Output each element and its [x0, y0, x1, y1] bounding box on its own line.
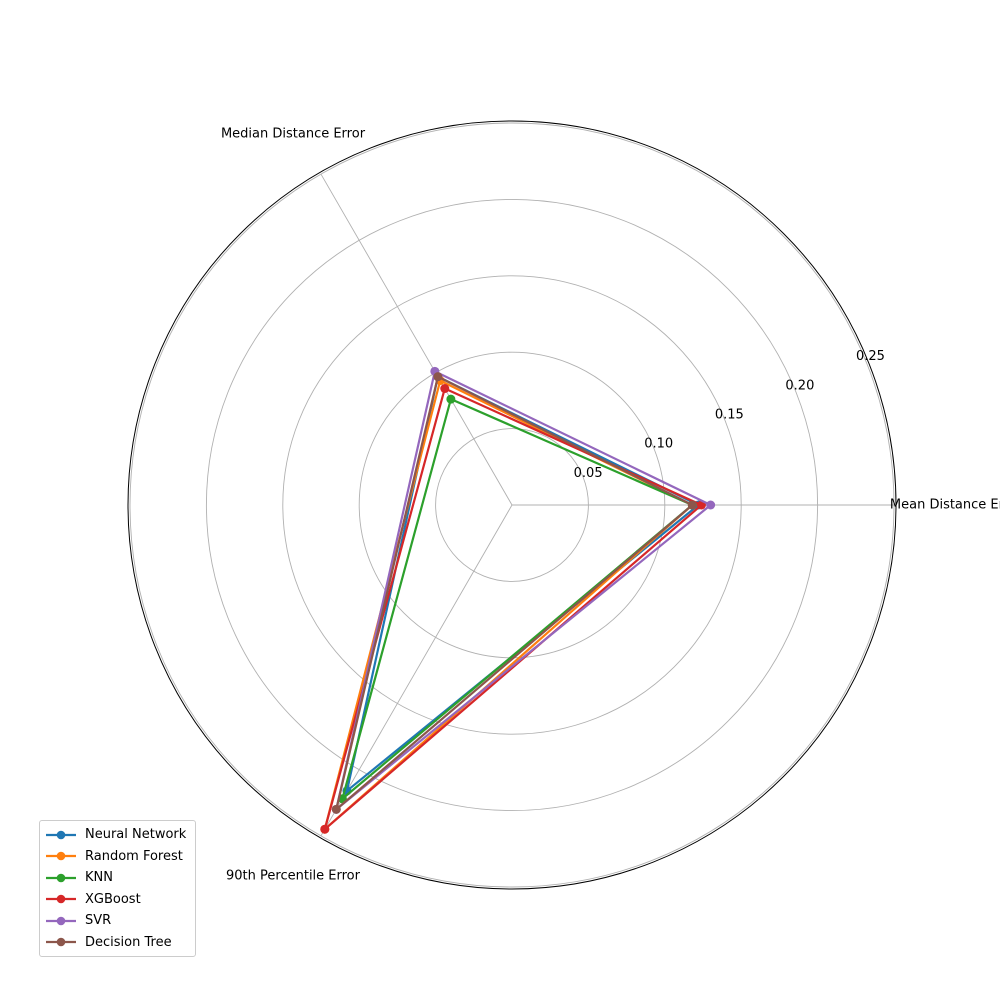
legend-swatch — [46, 894, 76, 904]
data-point — [706, 500, 716, 510]
data-point — [446, 394, 456, 404]
legend-label: Decision Tree — [85, 934, 172, 950]
series-line — [323, 387, 703, 831]
legend-label: KNN — [85, 870, 113, 886]
radial-tick-label: 0.20 — [785, 378, 814, 393]
legend: Neural Network Random Forest KNN XGBoost SVR… — [39, 820, 196, 957]
data-point — [687, 500, 697, 510]
legend-label: Neural Network — [85, 827, 187, 843]
legend-item: XGBoost — [40, 889, 195, 911]
series-random-forest — [320, 376, 697, 834]
legend-swatch — [46, 916, 76, 926]
axis-spoke — [320, 504, 513, 837]
legend-item: SVR — [40, 910, 195, 932]
series-line — [335, 370, 712, 811]
series-xgboost — [320, 384, 706, 834]
legend-item: Decision Tree — [40, 932, 195, 954]
legend-swatch — [46, 873, 76, 883]
legend-item: Neural Network — [40, 824, 195, 846]
axis-spoke — [320, 173, 513, 506]
axis-label: Mean Distance Error — [890, 498, 1000, 513]
data-point — [331, 804, 341, 814]
series-line — [323, 379, 694, 831]
data-point — [433, 372, 443, 382]
legend-item: Random Forest — [40, 846, 195, 868]
radial-tick-label: 0.10 — [644, 437, 673, 452]
radial-tick-label: 0.15 — [715, 407, 744, 422]
label-layer: 0.05 0.10 0.15 0.20 0.25 Mean Distance Error M… — [221, 126, 1000, 883]
series-neural-network — [342, 372, 703, 796]
axis-label: Median Distance Error — [221, 126, 366, 141]
series-layer — [320, 366, 716, 834]
series-line — [341, 398, 694, 800]
series-line — [335, 375, 694, 811]
legend-label: SVR — [85, 913, 112, 929]
radial-grid — [127, 120, 897, 890]
legend-label: XGBoost — [85, 891, 141, 907]
legend-swatch — [46, 830, 76, 840]
radial-tick-label: 0.25 — [856, 349, 885, 364]
series-decision-tree — [331, 372, 697, 814]
polar-frame — [127, 120, 897, 890]
legend-item: KNN — [40, 867, 195, 889]
data-point — [320, 824, 330, 834]
legend-swatch — [46, 851, 76, 861]
radial-tick-label: 0.05 — [574, 466, 603, 481]
data-point — [440, 384, 450, 394]
legend-label: Random Forest — [85, 848, 183, 864]
legend-swatch — [46, 937, 76, 947]
axis-label: 90th Percentile Error — [226, 869, 361, 884]
